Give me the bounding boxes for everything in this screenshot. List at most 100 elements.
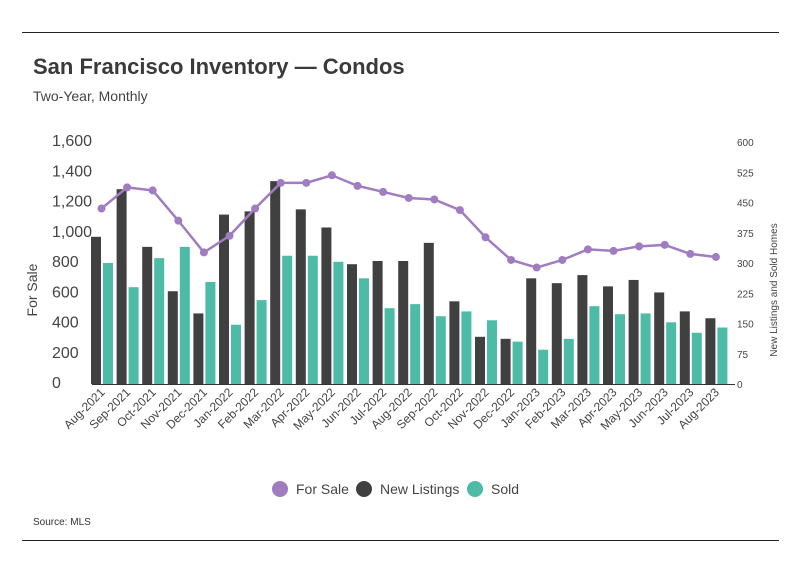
for-sale-point (609, 246, 618, 255)
new-listings-bar (91, 236, 101, 384)
left-axis-ticks: 1,600 1,400 1,200 1,000 800 600 400 200 0 (52, 133, 92, 392)
new-listings-bar (321, 227, 332, 384)
left-tick-label: 1,400 (52, 163, 92, 180)
left-tick-label: 400 (52, 315, 79, 332)
for-sale-point (532, 263, 541, 272)
for-sale-point (583, 245, 592, 254)
left-tick-label: 200 (52, 345, 79, 362)
legend-swatch (356, 481, 372, 497)
right-tick-label: 300 (737, 259, 754, 270)
new-listings-bar (551, 283, 562, 384)
sold-bar (231, 324, 241, 384)
top-rule (22, 32, 779, 33)
new-listings-bar (270, 181, 281, 384)
right-tick-label: 600 (737, 138, 754, 149)
sold-bar (563, 338, 574, 384)
for-sale-point (686, 249, 695, 258)
sold-bar (205, 281, 216, 384)
sold-bar (589, 306, 600, 384)
for-sale-point (327, 171, 336, 180)
bottom-rule (22, 540, 779, 541)
sold-bar (461, 311, 472, 384)
legend: For Sale New Listings Sold (272, 481, 519, 497)
new-listings-bar (347, 264, 357, 384)
right-tick-label: 75 (737, 350, 749, 361)
right-tick-label: 225 (737, 289, 754, 300)
sold-bar (103, 263, 113, 384)
for-sale-point (276, 178, 285, 187)
new-listings-bar (295, 209, 306, 384)
for-sale-point (455, 206, 464, 215)
left-tick-label: 600 (52, 284, 79, 301)
new-listings-bar (244, 211, 255, 384)
sold-bar (410, 304, 421, 384)
chart-subtitle: Two-Year, Monthly (33, 88, 148, 104)
bars-group (91, 181, 728, 384)
left-tick-label: 1,000 (52, 224, 92, 241)
sold-bar (154, 258, 165, 384)
sold-bar (282, 255, 293, 384)
right-tick-label: 0 (737, 380, 743, 391)
new-listings-bar (475, 336, 485, 384)
new-listings-bar (628, 279, 639, 384)
sold-bar (307, 255, 318, 384)
sold-bar (717, 327, 728, 384)
for-sale-point (635, 242, 644, 251)
for-sale-point (97, 204, 106, 213)
for-sale-point (251, 204, 260, 213)
for-sale-point (302, 178, 311, 187)
right-tick-label: 450 (737, 199, 754, 210)
legend-label: New Listings (380, 481, 459, 497)
new-listings-bar (142, 246, 153, 384)
sold-bar (256, 300, 267, 384)
source-note: Source: MLS (33, 517, 91, 528)
new-listings-bar (219, 214, 229, 384)
sold-bar (512, 341, 523, 384)
right-tick-label: 375 (737, 229, 754, 240)
sold-bar (538, 349, 549, 384)
for-sale-point (353, 181, 362, 190)
sold-bar (333, 261, 344, 384)
sold-bar (691, 332, 702, 384)
legend-label: Sold (491, 481, 519, 497)
for-sale-point (379, 187, 388, 196)
new-listings-bar (603, 286, 613, 384)
left-tick-label: 0 (52, 375, 61, 392)
for-sale-point (711, 252, 720, 261)
new-listings-bar (167, 291, 178, 384)
right-axis-title: New Listings and Sold Homes (769, 223, 780, 356)
for-sale-point (225, 231, 234, 240)
for-sale-point (199, 248, 208, 257)
left-tick-label: 800 (52, 254, 79, 271)
for-sale-point (507, 255, 516, 264)
for-sale-point (430, 195, 439, 204)
new-listings-bar (705, 318, 716, 384)
right-axis-ticks: 600 525 450 375 300 225 150 75 0 (737, 138, 754, 391)
for-sale-point (174, 216, 183, 225)
sold-bar (640, 313, 651, 384)
sold-bar (435, 316, 446, 384)
for-sale-point (481, 233, 490, 242)
new-listings-bar (449, 301, 460, 384)
sold-bar (179, 246, 190, 384)
sold-bar (359, 278, 369, 384)
new-listings-bar (577, 275, 588, 384)
for-sale-point (660, 240, 669, 249)
sold-bar (487, 320, 497, 384)
for-sale-point (123, 183, 132, 192)
chart-title: San Francisco Inventory — Condos (33, 54, 405, 79)
new-listings-bar (654, 292, 665, 384)
right-tick-label: 150 (737, 320, 754, 331)
new-listings-bar (116, 189, 127, 384)
legend-label: For Sale (296, 481, 349, 497)
for-sale-line-group (97, 171, 720, 272)
new-listings-bar (193, 313, 204, 384)
legend-swatch (272, 481, 288, 497)
left-axis-title: For Sale (24, 263, 40, 316)
x-axis-ticks: Aug-2021Sep-2021Oct-2021Nov-2021Dec-2021… (61, 385, 722, 433)
new-listings-bar (372, 260, 383, 384)
new-listings-bar (679, 311, 690, 384)
legend-swatch (467, 481, 483, 497)
right-tick-label: 525 (737, 168, 754, 179)
